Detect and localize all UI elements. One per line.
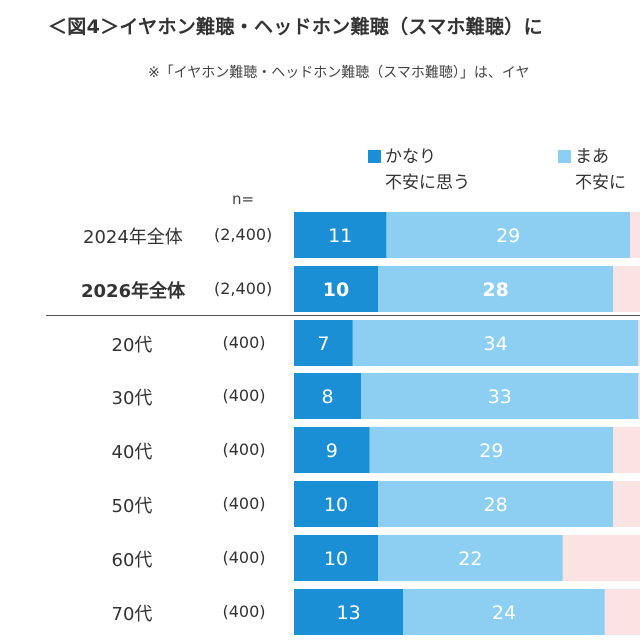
bar-segment-strong — [294, 266, 378, 312]
bar-segment-somewhat — [352, 320, 639, 366]
legend-label-somewhat-line1: まあ — [575, 147, 609, 167]
bar-segment-next — [638, 320, 640, 366]
bar-value-label: 10 — [324, 494, 348, 516]
bar-segment-somewhat — [386, 212, 630, 258]
chart-note: ※「イヤホン難聴・ヘッドホン難聴（スマホ難聴）」は、イヤ — [148, 65, 530, 81]
bar-value-label: 33 — [488, 386, 512, 408]
row-label: 60代 — [111, 550, 153, 571]
bar-segment-somewhat — [361, 373, 639, 419]
legend-item-somewhat: まあ 不安に — [558, 144, 626, 196]
bar-segment-strong — [294, 535, 378, 581]
legend-label-somewhat-line2: 不安に — [575, 173, 626, 193]
n-header: n= — [232, 190, 255, 208]
legend-label-strong-line2: 不安に思う — [385, 173, 470, 193]
bar-value-label: 24 — [492, 602, 516, 624]
legend-swatch-strong — [368, 150, 381, 163]
bar-value-label: 34 — [484, 333, 508, 355]
row-label: 2024年全体 — [83, 227, 183, 248]
row-label: 30代 — [111, 388, 153, 409]
separator-line — [46, 315, 640, 316]
row-n-count: (400) — [222, 333, 266, 352]
bar-segment-somewhat — [378, 481, 614, 527]
bar-segment-next — [562, 535, 640, 581]
bar-segment-strong — [294, 481, 378, 527]
bar-segment-strong — [294, 373, 362, 419]
row-n-count: (2,400) — [214, 279, 273, 298]
row-n-count: (400) — [222, 494, 266, 513]
bar-value-label: 13 — [337, 602, 361, 624]
bar-value-label: 28 — [484, 494, 508, 516]
row-label: 50代 — [111, 496, 153, 517]
bar-value-label: 11 — [328, 225, 352, 247]
row-n-count: (400) — [222, 440, 266, 459]
bar-value-label: 7 — [317, 333, 329, 355]
bar-segment-next — [613, 427, 640, 473]
bar-segment-strong — [294, 212, 387, 258]
bar-segment-strong — [294, 320, 353, 366]
bar-segment-somewhat — [369, 427, 614, 473]
bar-value-label: 10 — [323, 279, 349, 301]
row-n-count: (2,400) — [214, 225, 273, 244]
bar-segment-strong — [294, 589, 404, 635]
bar-segment-somewhat — [378, 266, 614, 312]
bar-segment-next — [613, 481, 640, 527]
bar-value-label: 22 — [458, 548, 482, 570]
row-label: 20代 — [111, 335, 153, 356]
legend-swatch-somewhat — [558, 150, 571, 163]
legend-label-strong-line1: かなり — [385, 147, 436, 167]
bar-segment-next — [638, 373, 640, 419]
bar-segment-next — [613, 266, 640, 312]
bar-segment-strong — [294, 427, 370, 473]
bar-segment-somewhat — [403, 589, 605, 635]
bar-segment-next — [630, 212, 640, 258]
row-n-count: (400) — [222, 386, 266, 405]
row-label: 2026年全体 — [81, 281, 186, 302]
row-n-count: (400) — [222, 548, 266, 567]
bar-value-label: 29 — [496, 225, 520, 247]
bar-value-label: 8 — [322, 386, 334, 408]
legend-item-strong: かなり 不安に思う — [368, 144, 470, 196]
bar-value-label: 28 — [482, 279, 508, 301]
bar-value-label: 10 — [324, 548, 348, 570]
bar-segment-next — [604, 589, 640, 635]
row-n-count: (400) — [222, 602, 266, 621]
bar-value-label: 29 — [479, 440, 503, 462]
row-label: 70代 — [111, 604, 153, 625]
row-label: 40代 — [111, 442, 153, 463]
bar-value-label: 9 — [326, 440, 338, 462]
bar-segment-somewhat — [378, 535, 563, 581]
chart-title: ＜図4＞イヤホン難聴・ヘッドホン難聴（スマホ難聴）に — [48, 16, 543, 38]
